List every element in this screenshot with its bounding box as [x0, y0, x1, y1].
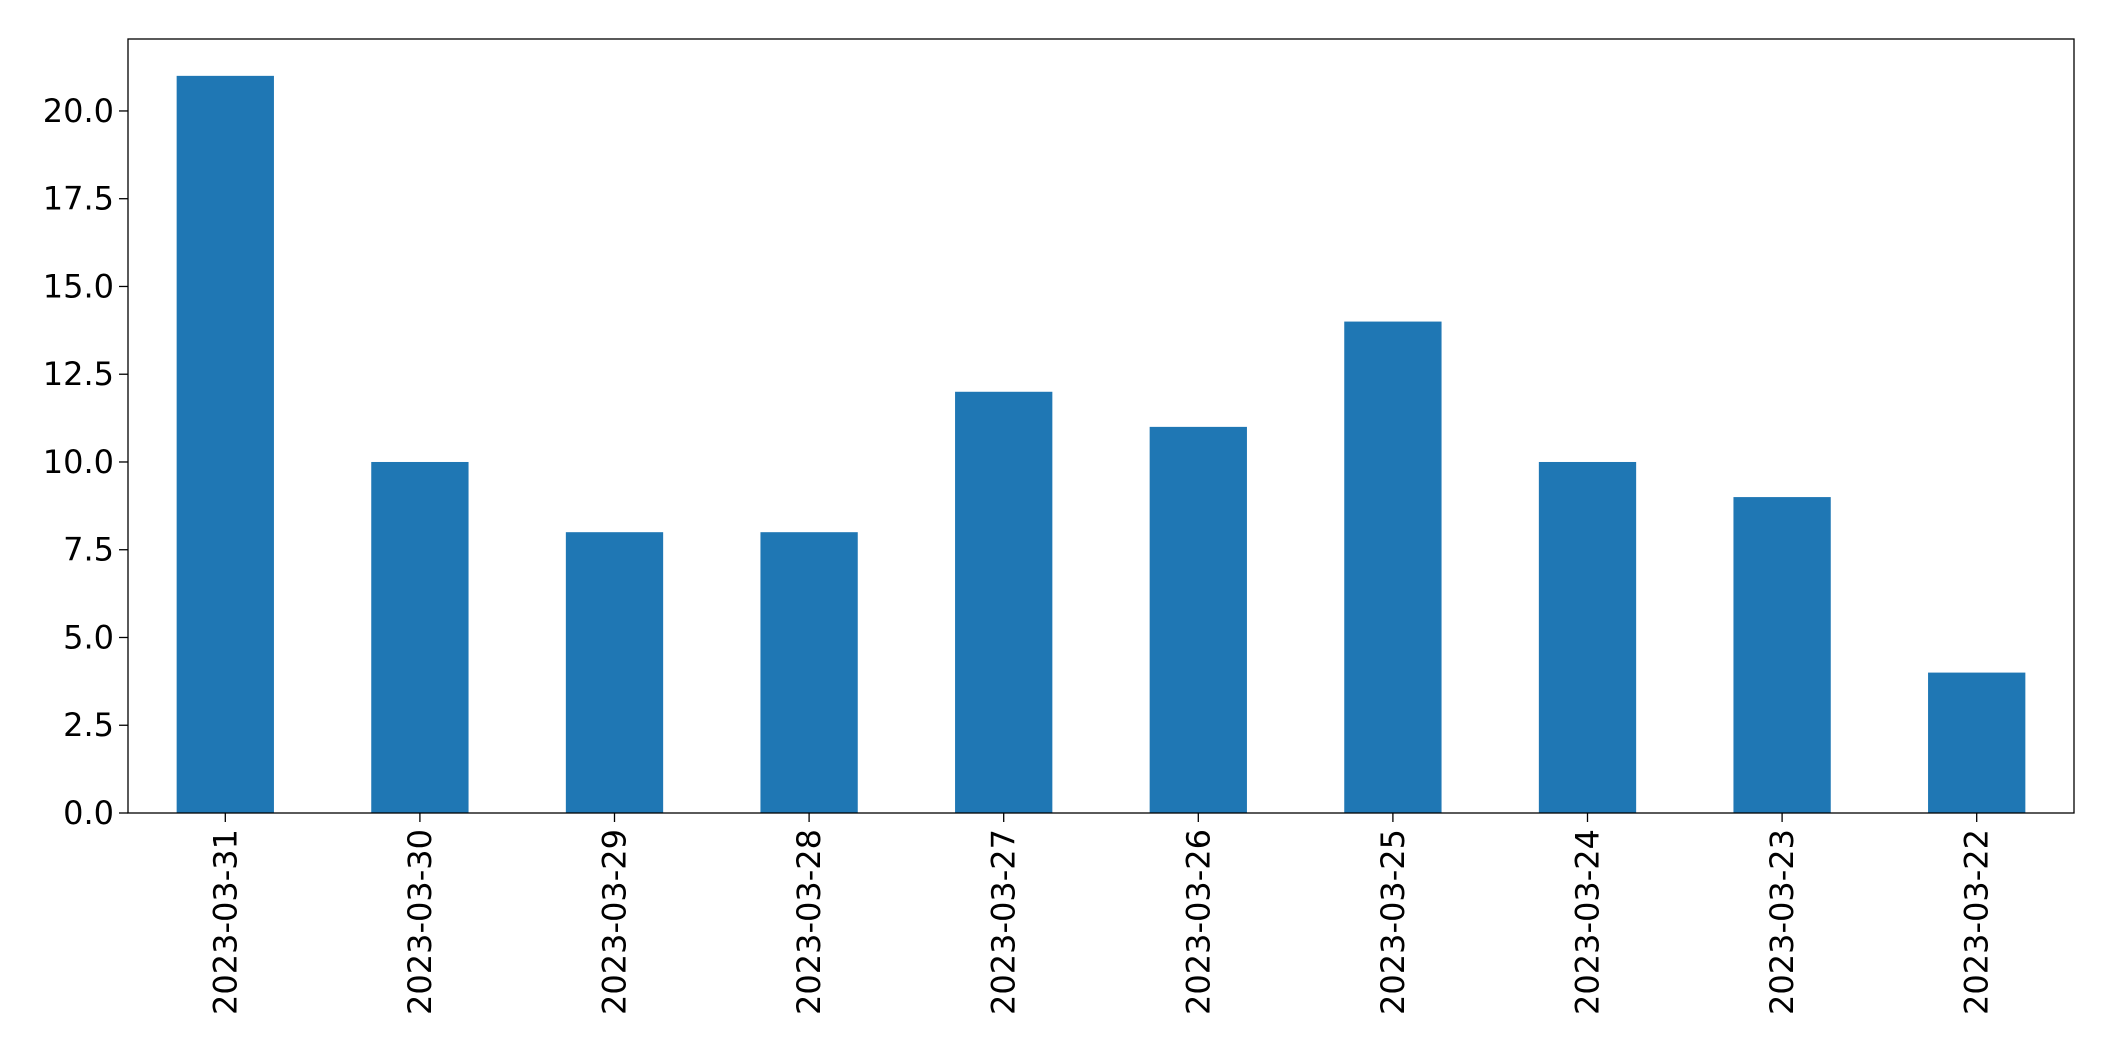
- y-tick-label: 7.5: [63, 531, 114, 569]
- x-tick-label: 2023-03-29: [596, 829, 634, 1015]
- x-tick-label: 2023-03-30: [401, 829, 439, 1015]
- bar: [760, 532, 858, 813]
- bar: [176, 75, 274, 814]
- y-tick-label: 12.5: [43, 355, 114, 393]
- bar: [565, 532, 664, 813]
- x-tick-label: 2023-03-28: [790, 829, 828, 1015]
- y-tick-label: 15.0: [43, 267, 114, 305]
- plot-frame: [127, 38, 2075, 814]
- x-tick-label: 2023-03-31: [206, 829, 244, 1015]
- bar: [955, 391, 1053, 813]
- x-tick-label: 2023-03-25: [1374, 829, 1412, 1015]
- y-tick-label: 5.0: [63, 618, 114, 656]
- y-tick-label: 2.5: [63, 706, 114, 744]
- x-tick-label: 2023-03-23: [1763, 829, 1801, 1015]
- x-tick-label: 2023-03-24: [1569, 829, 1607, 1015]
- x-tick-label: 2023-03-22: [1958, 829, 1996, 1015]
- y-tick-label: 10.0: [43, 443, 114, 481]
- bar: [371, 461, 469, 813]
- bar: [1149, 426, 1247, 813]
- y-tick-label: 20.0: [43, 92, 114, 130]
- bar: [1733, 497, 1831, 813]
- y-tick-label: 0.0: [63, 794, 114, 832]
- y-tick-label: 17.5: [43, 180, 114, 218]
- x-tick-label: 2023-03-27: [985, 829, 1023, 1015]
- bar: [1344, 321, 1442, 813]
- x-tick-label: 2023-03-26: [1179, 829, 1217, 1015]
- bar: [1928, 672, 2026, 813]
- bar: [1538, 461, 1637, 813]
